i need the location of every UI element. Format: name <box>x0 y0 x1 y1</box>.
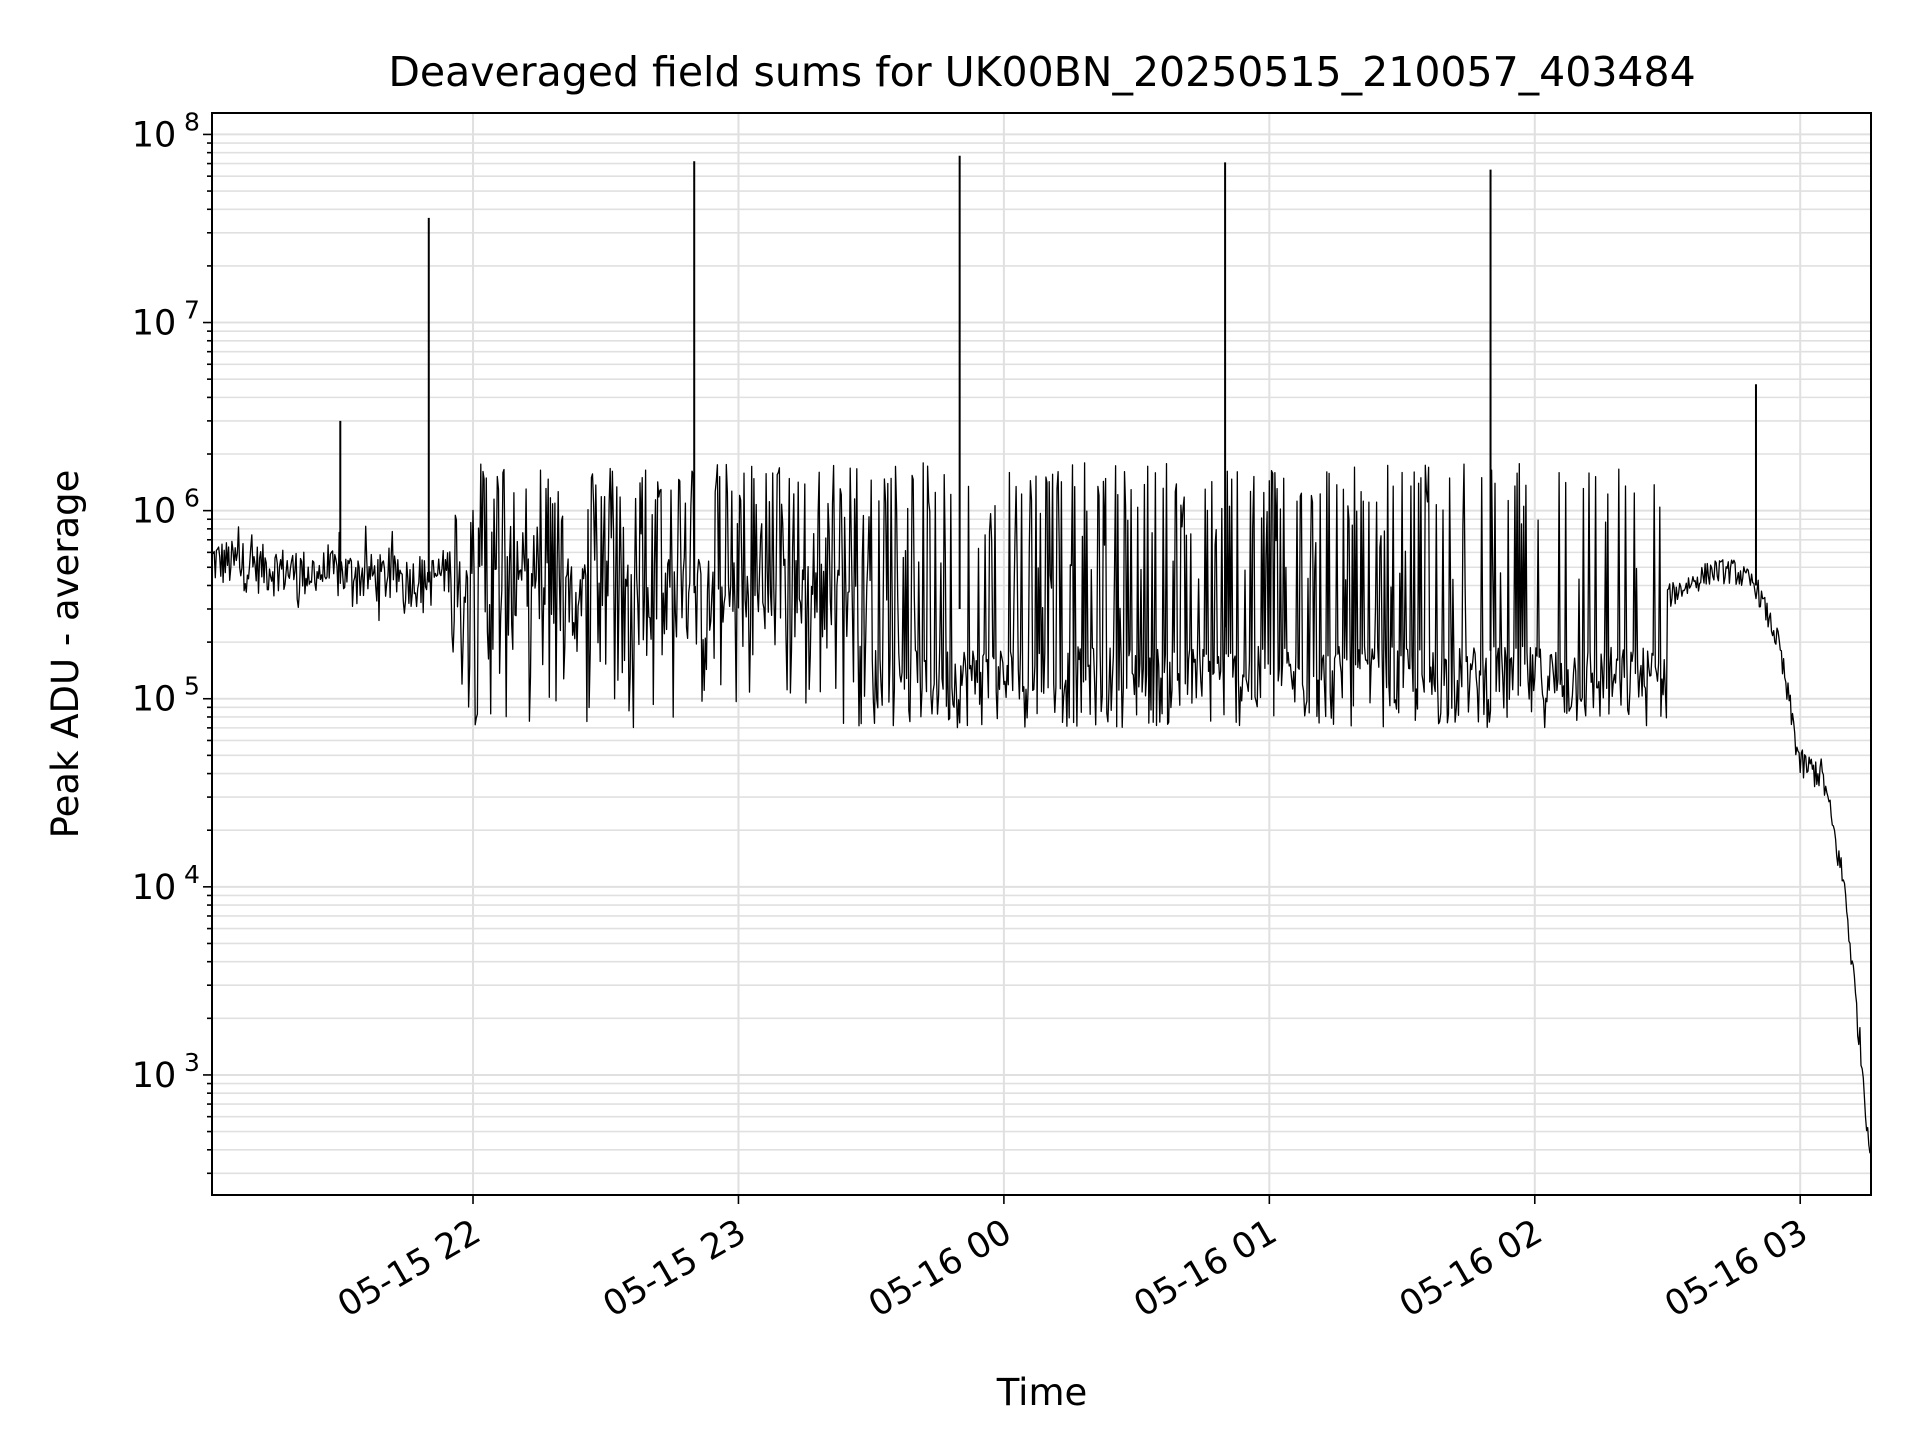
y-tick-exponent: 4 <box>184 860 200 889</box>
y-tick-base: 10 <box>132 492 177 532</box>
y-tick-label: 10 8 <box>132 107 200 155</box>
grid-layer <box>212 113 1871 1195</box>
y-axis-label: Peak ADU - average <box>44 470 87 839</box>
y-tick-exponent: 8 <box>184 107 200 136</box>
y-tick-base: 10 <box>132 680 177 720</box>
y-tick-exponent: 7 <box>184 296 200 325</box>
y-tick-exponent: 5 <box>184 672 200 701</box>
y-tick-label: 10 3 <box>132 1048 200 1096</box>
y-tick-base: 10 <box>132 1056 177 1096</box>
series-line <box>211 462 1872 1154</box>
y-tick-base: 10 <box>132 304 177 344</box>
plot-frame <box>211 112 1872 1196</box>
y-tick-exponent: 3 <box>184 1048 200 1077</box>
chart-title: Deaveraged field sums for UK00BN_2025051… <box>388 48 1695 96</box>
y-tick-exponent: 6 <box>184 484 200 513</box>
x-axis-label: Time <box>996 1371 1088 1414</box>
series-layer <box>211 155 1872 1154</box>
y-tick-base: 10 <box>132 115 177 155</box>
y-tick-label: 10 4 <box>132 860 200 908</box>
y-tick-label: 10 7 <box>132 296 200 344</box>
y-tick-label: 10 6 <box>132 484 200 532</box>
y-tick-label: 10 5 <box>132 672 200 720</box>
y-tick-base: 10 <box>132 868 177 908</box>
